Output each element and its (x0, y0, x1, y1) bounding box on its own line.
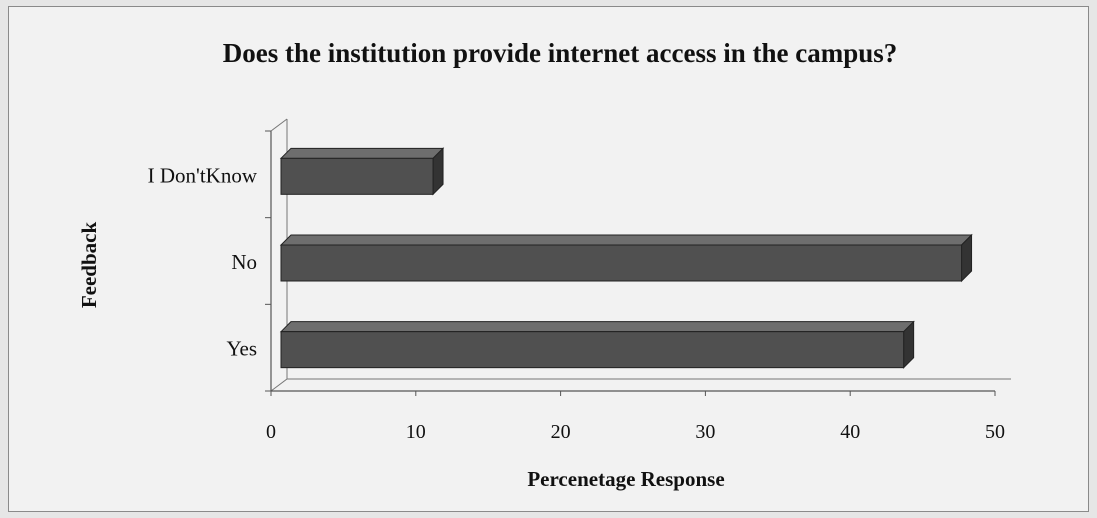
x-tick-label: 30 (695, 421, 715, 443)
bar-i-don-tknow (280, 157, 434, 195)
floor-back-edge (270, 378, 1011, 392)
x-axis-title: Percenetage Response (527, 467, 724, 491)
bar-top-face (279, 147, 445, 159)
category-label: Yes (226, 337, 257, 361)
x-tick-label: 10 (406, 421, 426, 443)
x-tick-label: 20 (551, 421, 571, 443)
category-label: No (231, 250, 257, 274)
bar-no (280, 244, 963, 282)
x-tick-label: 50 (985, 421, 1005, 443)
bar-yes (280, 331, 905, 369)
x-tick-label: 0 (266, 421, 276, 443)
y-axis-title: Feedback (77, 222, 101, 309)
x-tick-label: 40 (840, 421, 860, 443)
bar-top-face (279, 234, 973, 246)
chart-frame: Does the institution provide internet ac… (8, 6, 1089, 512)
chart-title: Does the institution provide internet ac… (223, 38, 898, 68)
wall-top-edge (270, 118, 288, 132)
bar-top-face (279, 321, 915, 333)
bar-chart: Does the institution provide internet ac… (77, 38, 1011, 491)
category-label: I Don'tKnow (148, 163, 258, 187)
